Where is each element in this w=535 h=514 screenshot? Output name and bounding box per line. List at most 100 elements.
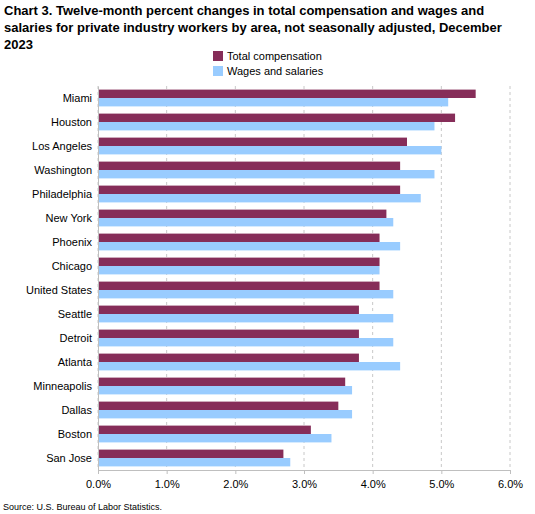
- y-tick-label: Detroit: [60, 332, 92, 344]
- legend-label: Total compensation: [227, 50, 322, 62]
- series: [98, 98, 448, 466]
- y-tick-label: Los Angeles: [32, 140, 92, 152]
- bar: [98, 138, 407, 146]
- y-tick: Washington: [34, 164, 92, 176]
- x-tick-label: 0.0%: [86, 478, 111, 490]
- x-tick-label: 4.0%: [361, 478, 386, 490]
- y-tick-label: San Jose: [46, 452, 92, 464]
- y-axis-line: [98, 87, 99, 471]
- y-tick-label: Dallas: [61, 404, 92, 416]
- bar: [98, 290, 393, 298]
- bar: [98, 170, 434, 178]
- bar: [98, 218, 393, 226]
- bar: [98, 90, 476, 98]
- x-tick-label: 1.0%: [155, 478, 180, 490]
- y-tick-label: Houston: [51, 116, 92, 128]
- y-tick-label: United States: [26, 284, 93, 296]
- y-tick-label: New York: [46, 212, 93, 224]
- y-tick: Seattle: [58, 308, 92, 320]
- bar: [98, 434, 331, 442]
- bar: [98, 266, 380, 274]
- x-tick: 0.0%: [86, 470, 111, 490]
- bar: [98, 330, 359, 338]
- y-tick: Miami: [63, 92, 92, 104]
- legend-label: Wages and salaries: [227, 65, 324, 77]
- y-tick-label: Chicago: [52, 260, 92, 272]
- bar: [98, 378, 345, 386]
- grid-line: [510, 86, 511, 470]
- bar: [98, 306, 359, 314]
- source-note: Source: U.S. Bureau of Labor Statistics.: [3, 502, 162, 512]
- y-tick-label: Atlanta: [58, 356, 93, 368]
- bar: [98, 122, 434, 130]
- bar: [98, 354, 359, 362]
- x-tick: 6.0%: [498, 470, 523, 490]
- y-tick-label: Phoenix: [52, 236, 92, 248]
- y-tick-label: Washington: [34, 164, 92, 176]
- x-tick-mark: [441, 470, 442, 474]
- bar: [98, 258, 380, 266]
- x-tick-label: 6.0%: [498, 478, 523, 490]
- chart: Chart 3. Twelve-month percent changes in…: [0, 0, 535, 514]
- bar: [98, 194, 421, 202]
- bar: [98, 450, 283, 458]
- bar: [98, 458, 290, 466]
- title: Chart 3. Twelve-month percent changes in…: [4, 3, 502, 52]
- x-tick-mark: [373, 470, 374, 474]
- y-tick: Atlanta: [58, 356, 93, 368]
- y-tick: Dallas: [61, 404, 92, 416]
- y-tick-label: Philadelphia: [32, 188, 93, 200]
- series: [98, 90, 476, 458]
- x-tick: 5.0%: [429, 470, 454, 490]
- legend: Total compensation Wages and salaries: [213, 50, 324, 77]
- bar: [98, 282, 380, 290]
- y-tick: Detroit: [60, 332, 92, 344]
- x-tick-mark: [98, 470, 99, 474]
- bar: [98, 362, 400, 370]
- y-tick-label: Minneapolis: [33, 380, 92, 392]
- x-axis: 0.0% 1.0% 2.0% 3.0% 4.0% 5.0% 6.0%: [86, 470, 523, 490]
- bars: [98, 90, 476, 467]
- x-tick-mark: [167, 470, 168, 474]
- x-tick-label: 3.0%: [292, 478, 317, 490]
- y-tick: Houston: [51, 116, 92, 128]
- y-tick: United States: [26, 284, 93, 296]
- x-tick: 4.0%: [361, 470, 386, 490]
- x-tick: 3.0%: [292, 470, 317, 490]
- y-tick: Phoenix: [52, 236, 92, 248]
- x-tick-mark: [304, 470, 305, 474]
- y-axis: Miami Houston Los Angeles Washington Philade…: [26, 87, 99, 471]
- bar: [98, 402, 338, 410]
- bar: [98, 210, 386, 218]
- title-line: 2023: [4, 37, 33, 52]
- legend-swatch: [213, 66, 223, 76]
- x-tick: 2.0%: [223, 470, 248, 490]
- title-line: Chart 3. Twelve-month percent changes in…: [4, 3, 484, 18]
- bar: [98, 314, 393, 322]
- y-tick: San Jose: [46, 452, 92, 464]
- x-tick-mark: [235, 470, 236, 474]
- bar: [98, 146, 441, 154]
- x-tick: 1.0%: [155, 470, 180, 490]
- grid-line: [98, 86, 99, 470]
- y-tick-label: Miami: [63, 92, 92, 104]
- x-tick-mark: [510, 470, 511, 474]
- y-tick: Minneapolis: [33, 380, 92, 392]
- bar: [98, 98, 448, 106]
- y-tick: New York: [46, 212, 93, 224]
- x-tick-label: 5.0%: [429, 478, 454, 490]
- y-tick: Boston: [58, 428, 92, 440]
- y-tick: Chicago: [52, 260, 92, 272]
- bar: [98, 410, 352, 418]
- x-tick-label: 2.0%: [223, 478, 248, 490]
- bar: [98, 234, 380, 242]
- y-tick: Philadelphia: [32, 188, 93, 200]
- y-tick-label: Seattle: [58, 308, 92, 320]
- grid: [98, 86, 510, 470]
- grid-line: [441, 86, 442, 470]
- bar: [98, 386, 352, 394]
- bar: [98, 162, 400, 170]
- bar: [98, 114, 455, 122]
- title-line: salaries for private industry workers by…: [4, 20, 502, 35]
- bar: [98, 242, 400, 250]
